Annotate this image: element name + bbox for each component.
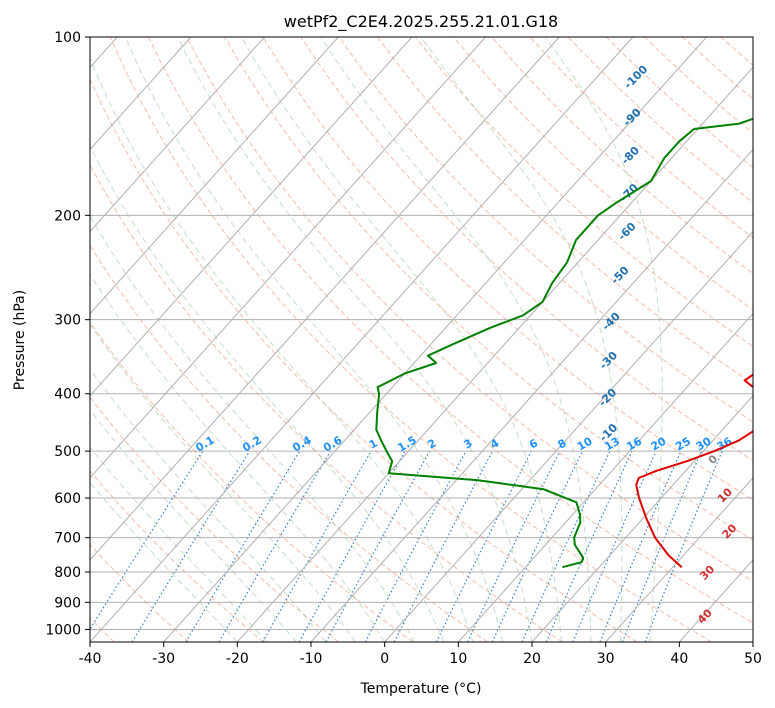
isotherm-gridline	[605, 477, 753, 642]
dry-adiabat-line	[90, 78, 638, 642]
mixing-ratio-line	[325, 450, 431, 642]
x-tick-label: -40	[79, 651, 102, 667]
plot-frame	[89, 36, 754, 643]
x-tick-label: 40	[670, 651, 688, 667]
x-tick-label: 20	[523, 651, 541, 667]
y-tick-label: 200	[54, 208, 81, 224]
x-tick-label: 10	[449, 651, 467, 667]
moist-adiabat-line	[90, 368, 327, 642]
mixing-ratio-line	[572, 450, 657, 642]
mixing-ratio-line	[621, 450, 702, 642]
moist-adiabat-line	[320, 37, 592, 642]
y-tick-label: 900	[54, 595, 81, 611]
y-tick-label: 500	[54, 444, 81, 460]
mixing-ratio-line	[644, 450, 723, 642]
isotherm-gridline	[384, 230, 753, 642]
isotherm-gridline	[90, 37, 339, 315]
dry-adiabat-line	[90, 163, 563, 642]
y-axis-label: Pressure (hPa)	[12, 290, 28, 390]
mixing-ratio-line	[545, 450, 633, 642]
moist-adiabat-line	[420, 37, 623, 642]
temperature-profile-line	[635, 373, 753, 568]
mixing-ratio-line	[298, 450, 406, 642]
chart-title: wetPf2_C2E4.2025.255.21.01.G18	[284, 12, 558, 32]
isotherm-gridline	[310, 148, 753, 642]
y-tick-label: 800	[54, 565, 81, 581]
dry-adiabat-line	[147, 37, 753, 624]
dry-adiabat-line	[90, 244, 488, 642]
y-tick-label: 100	[54, 30, 81, 46]
dry-adiabat-line	[453, 37, 753, 311]
mixing-ratio-line	[262, 450, 372, 642]
isotherm-gridline	[90, 37, 634, 642]
axis-ticks: -40 -30 -20 -10 0 10 20 30 40 50 100 200 300 400 500 60…	[45, 30, 762, 667]
moist-adiabat-line	[177, 37, 533, 642]
x-tick-label: -30	[152, 651, 175, 667]
moist-adiabat-line	[90, 145, 445, 642]
grid	[90, 37, 753, 642]
x-tick-label: -10	[300, 651, 323, 667]
isotherm-gridline	[531, 394, 753, 642]
moist-adiabats	[90, 37, 663, 642]
dewpoint-profile-line	[375, 117, 753, 569]
moist-adiabat-line	[90, 408, 297, 642]
isotherm-gridline	[90, 37, 192, 151]
moist-adiabat-line	[90, 56, 474, 642]
plot-area: 0.1 0.2 0.4 0.6 1 1.5 2 3 4 6 8 10 13 16 20 25 30 36-100-…	[90, 37, 753, 642]
moist-adiabat-line	[241, 37, 562, 642]
series	[375, 117, 753, 569]
dry-adiabat-line	[338, 37, 753, 423]
moist-adiabat-line	[90, 446, 268, 642]
x-axis-label: Temperature (°C)	[360, 681, 482, 697]
isotherm-gridline	[90, 37, 265, 233]
y-tick-label: 300	[54, 313, 81, 329]
moist-adiabat-line	[544, 37, 663, 642]
moist-adiabat-line	[90, 323, 356, 642]
x-tick-label: 30	[597, 651, 615, 667]
isotherm-gridline	[236, 66, 753, 642]
x-tick-label: -20	[226, 651, 249, 667]
y-tick-label: 700	[54, 531, 81, 547]
isotherm-gridline	[90, 37, 413, 397]
moist-adiabat-line	[90, 273, 386, 642]
moist-adiabat-line	[90, 481, 238, 642]
mixing-ratio-line	[599, 450, 682, 642]
mixing-ratio-line	[90, 450, 204, 630]
dry-adiabat-line	[186, 37, 753, 582]
dry-adiabat-line	[224, 37, 753, 541]
x-tick-label: 50	[744, 651, 762, 667]
dry-adiabat-line	[90, 470, 264, 642]
isotherm-gridline	[163, 37, 707, 642]
isotherm-gridline	[90, 37, 560, 561]
y-tick-label: 400	[54, 387, 81, 403]
mixing-ratio-line	[435, 450, 532, 642]
dry-adiabat-line	[262, 37, 753, 501]
isotherm-gridline	[457, 312, 753, 642]
dry-adiabat-line	[376, 37, 753, 385]
y-tick-label: 600	[54, 491, 81, 507]
y-tick-label: 1000	[45, 622, 81, 638]
x-tick-label: 0	[380, 651, 389, 667]
isotherm-gridline	[90, 37, 486, 479]
moist-adiabat-line	[124, 37, 503, 642]
mixing-ratio-line	[364, 450, 467, 642]
